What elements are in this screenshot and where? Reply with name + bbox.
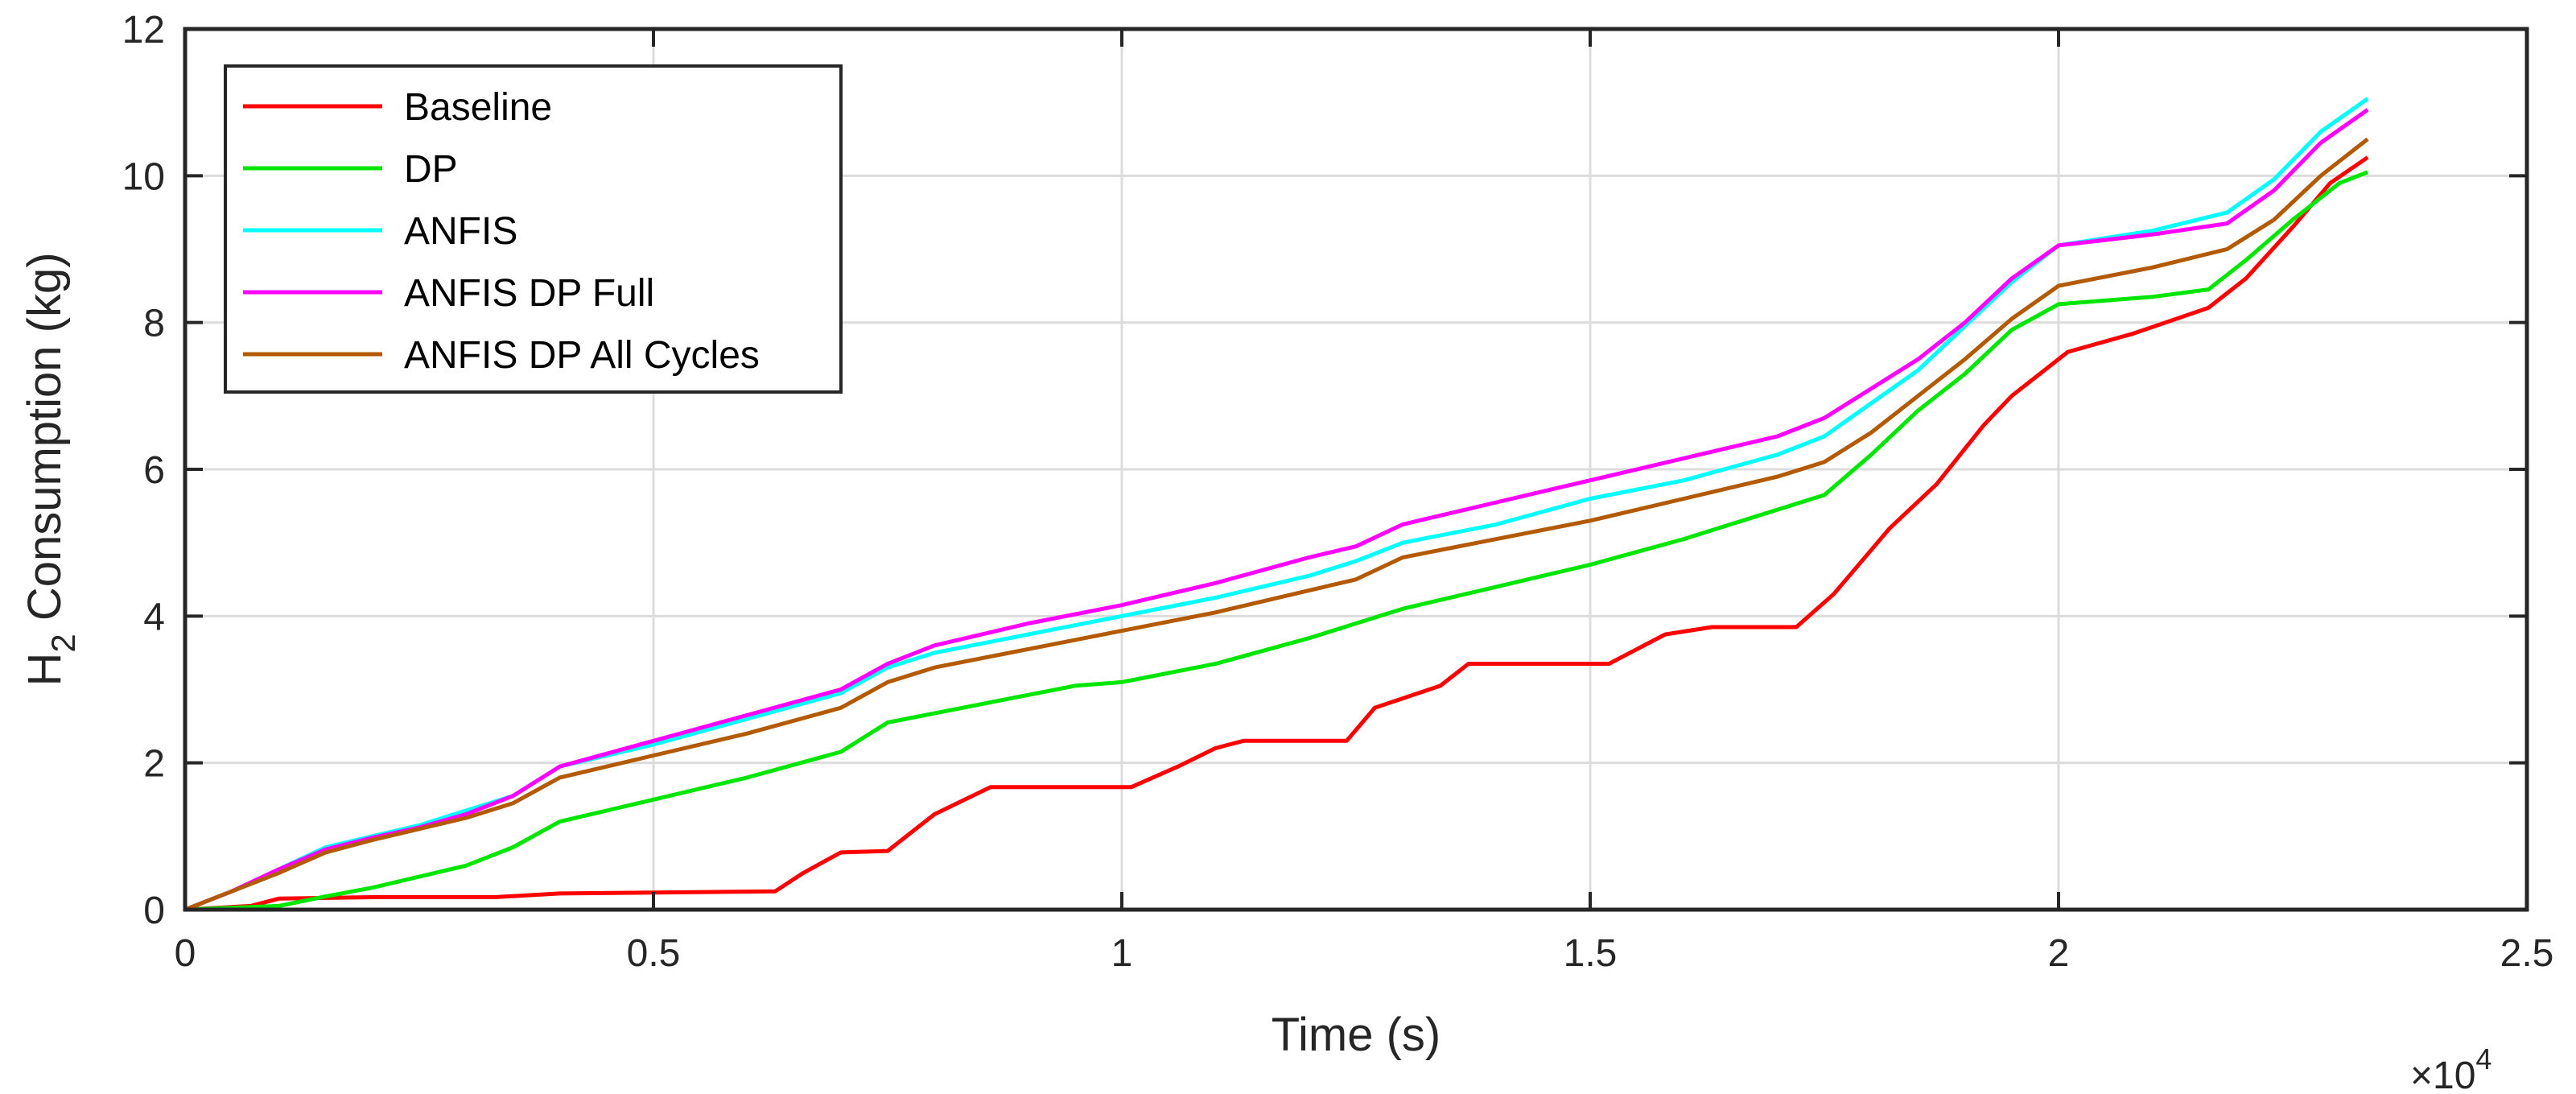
y-axis-title: H2 Consumption (kg) — [19, 252, 82, 686]
x-tick-label: 0 — [175, 932, 196, 975]
y-tick-label: 2 — [143, 743, 165, 786]
x-tick-label: 2 — [2048, 932, 2070, 975]
x-tick-label: 0.5 — [627, 932, 681, 975]
series-line-dp — [184, 170, 2369, 912]
legend-label-baseline: Baseline — [404, 86, 552, 129]
legend-label-anfis: ANFIS — [404, 210, 517, 253]
y-tick-label: 10 — [122, 155, 165, 198]
x-axis-title: Time (s) — [1272, 1009, 1440, 1061]
y-tick-label: 0 — [143, 890, 165, 932]
series-line-anfis-dp-all-cycles — [184, 137, 2369, 912]
y-tick-label: 4 — [143, 596, 165, 638]
y-tick-label: 8 — [143, 303, 165, 345]
y-tick-label: 12 — [122, 9, 165, 52]
legend-label-dp: DP — [404, 148, 458, 191]
x-tick-label: 1.5 — [1564, 932, 1618, 975]
legend-items: Baseline DP ANFIS ANFIS DP Full ANFIS DP All… — [243, 86, 760, 377]
axis-ticks: 0 0.5 1 1.5 2 2.5 0 2 4 6 8 10 12 — [122, 9, 2554, 975]
legend-label-anfis-dp-all-cycles: ANFIS DP All Cycles — [404, 334, 760, 377]
series-line-baseline — [184, 155, 2369, 912]
legend: Baseline DP ANFIS ANFIS DP Full ANFIS DP All… — [224, 64, 843, 394]
x-tick-label: 1 — [1111, 932, 1133, 975]
data-series — [184, 97, 2369, 912]
y-tick-label: 6 — [143, 449, 165, 492]
legend-label-anfis-dp-full: ANFIS DP Full — [404, 272, 654, 315]
x-axis-multiplier: ×104 — [2410, 1042, 2492, 1094]
series-line-anfis-dp-full — [184, 108, 2369, 912]
x-tick-label: 2.5 — [2500, 932, 2554, 975]
